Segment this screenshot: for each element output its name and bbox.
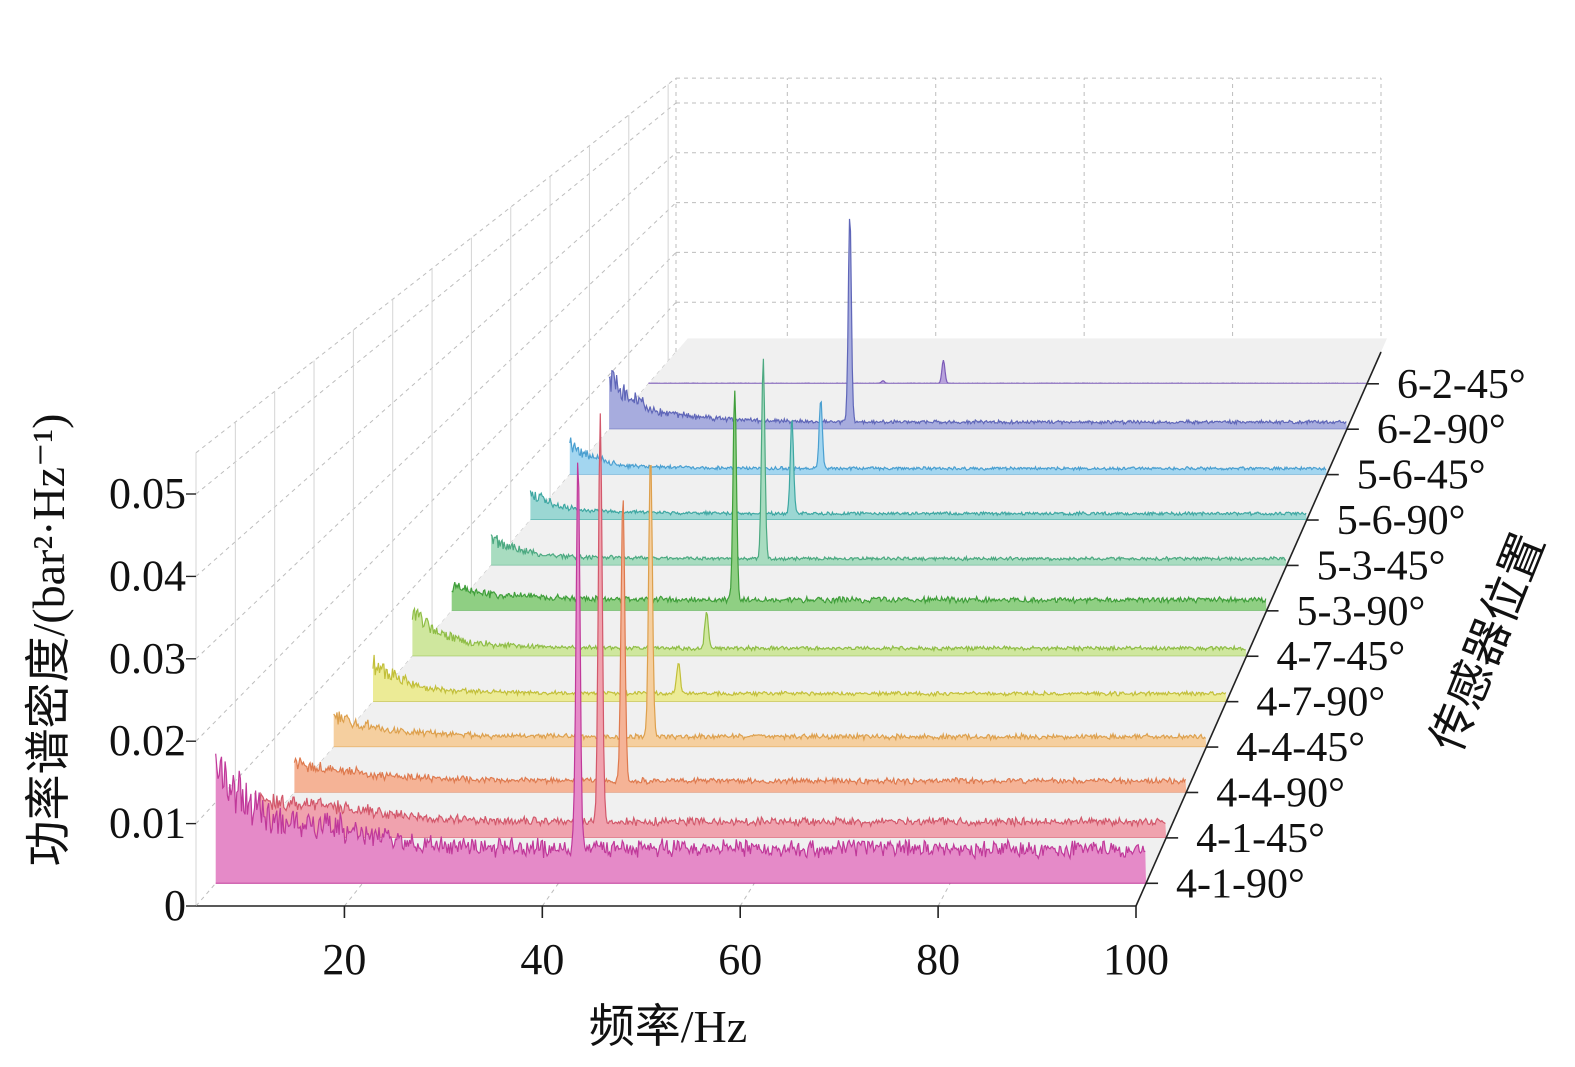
- floor-strip: [491, 520, 1307, 566]
- z-tick-label: 6-2-45°: [1397, 362, 1526, 408]
- y-tick-label: 0: [164, 881, 186, 930]
- z-tick-label: 5-3-45°: [1317, 543, 1446, 589]
- z-tick-label: 6-2-90°: [1377, 407, 1506, 453]
- y-tick-label: 0.02: [109, 716, 186, 765]
- floor-strip: [412, 610, 1267, 657]
- z-tick-label: 4-4-45°: [1236, 725, 1365, 771]
- series-line: [608, 218, 1347, 426]
- series-line: [569, 400, 1327, 472]
- x-tick-label: 40: [520, 935, 564, 984]
- z-tick-label: 4-7-45°: [1276, 634, 1405, 680]
- z-tick-label: 5-3-90°: [1297, 589, 1426, 635]
- series-line: [333, 464, 1207, 742]
- series-area: [412, 608, 1247, 657]
- series-area: [373, 654, 1227, 702]
- series-line: [451, 390, 1267, 605]
- z-tick-label: 5-6-45°: [1357, 453, 1486, 499]
- series-line: [293, 500, 1187, 787]
- z-tick-label: 4-4-90°: [1216, 770, 1345, 816]
- floor-strip: [333, 701, 1227, 748]
- floor-strip: [373, 656, 1247, 702]
- z-tick-label: 4-1-45°: [1196, 816, 1325, 862]
- series-4-7-45°: [411, 606, 1267, 657]
- side-wall-gridline-h: [195, 252, 677, 742]
- series-4-4-90°: [293, 500, 1207, 793]
- side-wall-gridline-h: [195, 102, 677, 495]
- y-tick-label: 0.04: [109, 551, 186, 600]
- z-axis-line: [1135, 351, 1382, 907]
- y-tick-label: 0.01: [109, 799, 186, 848]
- series-6-2-45°: [648, 338, 1387, 385]
- x-axis-title: 频率/Hz: [589, 1001, 747, 1052]
- series-line: [529, 420, 1307, 517]
- floor-strip: [609, 383, 1367, 430]
- x-tick-label: 60: [718, 935, 762, 984]
- series-4-4-45°: [333, 464, 1227, 748]
- z-tick-label: 5-6-90°: [1337, 498, 1466, 544]
- series-4-7-90°: [372, 654, 1247, 703]
- series-layer: [215, 218, 1387, 884]
- x-tick-label: 80: [916, 935, 960, 984]
- z-tick-label: 4-1-90°: [1176, 861, 1305, 907]
- series-line: [215, 462, 1146, 861]
- x-tick-label: 20: [322, 935, 366, 984]
- side-wall-gridline-h: [195, 301, 677, 824]
- y-tick-label: 0.03: [109, 634, 186, 683]
- series-area: [215, 462, 1146, 884]
- series-line: [411, 606, 1246, 653]
- floor-strip: [530, 474, 1327, 520]
- series-line: [372, 654, 1227, 698]
- side-wall-gridline-h: [195, 202, 677, 660]
- y-tick-label: 0.05: [109, 469, 186, 518]
- series-4-1-45°: [254, 413, 1187, 839]
- x-tick-label: 100: [1103, 935, 1169, 984]
- side-wall-gridline-h: [195, 152, 677, 577]
- axis-layer: 20 40 60 80 10000.010.020.030.040.054-1-90°4…: [109, 351, 1526, 984]
- side-wall-gridline-h: [195, 77, 677, 454]
- y-axis-title: 功率谱密度/(bar²·Hz⁻¹): [23, 414, 74, 867]
- floor-strip: [648, 338, 1387, 384]
- series-line: [254, 413, 1166, 829]
- series-4-1-90°: [215, 462, 1167, 884]
- series-6-2-90°: [608, 218, 1367, 430]
- z-tick-label: 4-7-90°: [1256, 680, 1385, 726]
